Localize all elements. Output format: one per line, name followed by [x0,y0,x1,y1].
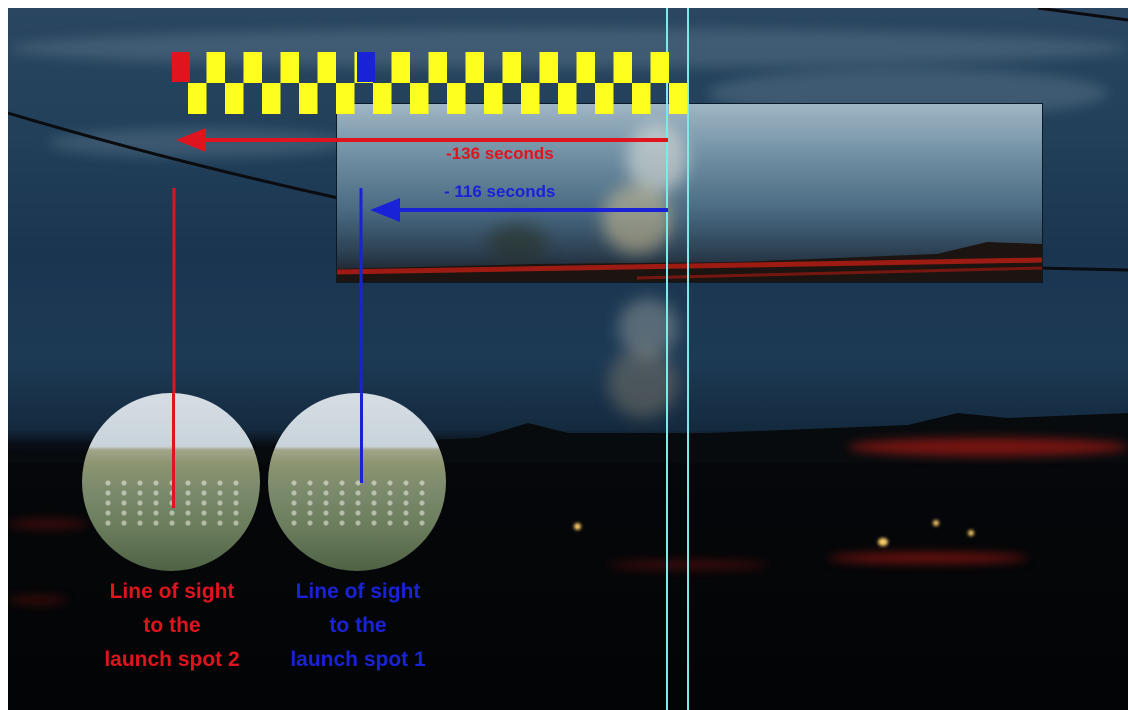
checker-cell [373,83,392,114]
caption-line: to the [143,614,201,637]
light-point [878,538,888,546]
zoom-circle-spot-2 [82,393,260,571]
zoom-circle-spot-1 [268,393,446,571]
light-point [933,520,939,526]
dark-smoke [487,224,547,264]
checker-cell [410,83,429,114]
caption-launch-spot-2: Line of sight to the launch spot 2 [72,575,272,677]
checker-cell [243,52,262,83]
checker-cell [262,83,281,114]
checker-cell [521,83,540,114]
ground-glow [8,596,68,604]
blue-time-marker [357,52,375,82]
smoke-plume [602,184,672,254]
ground-glow [848,438,1128,456]
caption-line: Line of sight [109,580,235,603]
checker-cell [632,83,651,114]
blue-arrow-label: - 116 seconds [444,182,556,201]
checker-cell [613,52,632,83]
caption-line: Line of sight [295,580,421,603]
caption-line: launch spot 2 [104,648,240,671]
field-detail [285,478,429,529]
inset-panorama [336,103,1043,283]
checker-cell [299,83,318,114]
light-point [574,523,581,530]
red-arrow-label: -136 seconds [446,144,554,163]
blue-sight-line-in-circle [360,393,363,483]
red-arrow-head [176,128,206,152]
caption-launch-spot-1: Line of sight to the launch spot 1 [258,575,458,677]
arrows-overlay [172,128,668,503]
checker-cell [317,52,336,83]
checker-cell [447,83,466,114]
checker-cell [280,52,299,83]
checker-cell [484,83,503,114]
cyan-reference-line [666,8,668,710]
checker-cell [206,52,225,83]
power-line [8,8,1128,272]
checker-cell [558,83,577,114]
smoke [618,298,678,358]
checker-cell [428,52,447,83]
ground-glow [8,520,88,528]
red-time-marker [172,52,190,82]
checker-cell [391,52,410,83]
checker-cell [465,52,484,83]
inset-ground [337,242,1042,282]
smoke-plume [627,124,687,194]
ground-glow [828,553,1028,563]
cloud-band [8,28,1128,68]
caption-line: to the [329,614,387,637]
checker-cell [595,83,614,114]
checker-cell [336,83,355,114]
photo-background: -136 seconds - 116 seconds Line of sight… [8,8,1128,710]
red-sight-line-in-circle [172,393,175,508]
checker-cell [502,52,521,83]
checker-cell [225,83,244,114]
field-detail [99,478,243,529]
cyan-reference-line [687,8,689,710]
checker-cell [650,52,669,83]
checker-cell [188,83,207,114]
blue-arrow-head [370,198,400,222]
caption-line: launch spot 1 [290,648,426,671]
light-point [968,530,974,536]
checker-cell [576,52,595,83]
checker-cell [539,52,558,83]
checker-cell [669,83,688,114]
